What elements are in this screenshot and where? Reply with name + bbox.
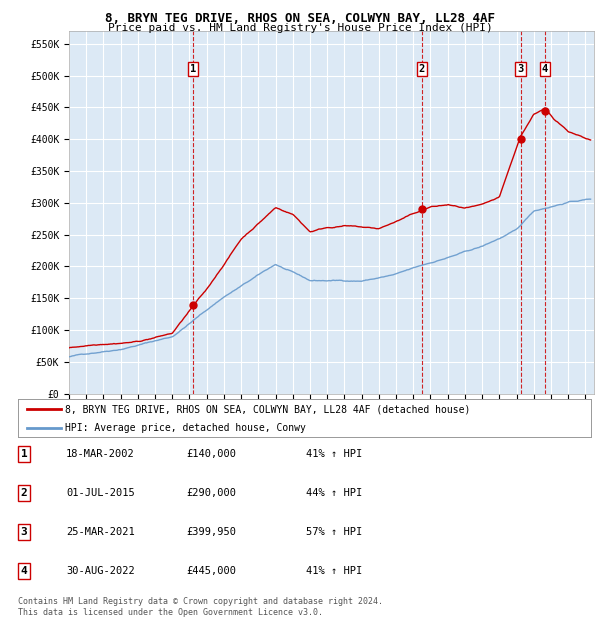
Text: 4: 4 [542, 64, 548, 74]
Text: 57% ↑ HPI: 57% ↑ HPI [306, 527, 362, 537]
Text: £140,000: £140,000 [186, 449, 236, 459]
Text: 2: 2 [419, 64, 425, 74]
Text: 41% ↑ HPI: 41% ↑ HPI [306, 566, 362, 576]
Text: 01-JUL-2015: 01-JUL-2015 [66, 488, 135, 498]
Text: 4: 4 [20, 566, 28, 576]
Text: HPI: Average price, detached house, Conwy: HPI: Average price, detached house, Conw… [65, 423, 306, 433]
Text: 8, BRYN TEG DRIVE, RHOS ON SEA, COLWYN BAY, LL28 4AF (detached house): 8, BRYN TEG DRIVE, RHOS ON SEA, COLWYN B… [65, 404, 470, 414]
Text: 44% ↑ HPI: 44% ↑ HPI [306, 488, 362, 498]
Text: 2: 2 [20, 488, 28, 498]
Text: £445,000: £445,000 [186, 566, 236, 576]
Text: 3: 3 [517, 64, 524, 74]
Text: 8, BRYN TEG DRIVE, RHOS ON SEA, COLWYN BAY, LL28 4AF: 8, BRYN TEG DRIVE, RHOS ON SEA, COLWYN B… [105, 12, 495, 25]
Text: £290,000: £290,000 [186, 488, 236, 498]
Text: 1: 1 [20, 449, 28, 459]
Text: Price paid vs. HM Land Registry's House Price Index (HPI): Price paid vs. HM Land Registry's House … [107, 23, 493, 33]
Text: 18-MAR-2002: 18-MAR-2002 [66, 449, 135, 459]
Text: 25-MAR-2021: 25-MAR-2021 [66, 527, 135, 537]
Text: 3: 3 [20, 527, 28, 537]
Text: 41% ↑ HPI: 41% ↑ HPI [306, 449, 362, 459]
Text: 1: 1 [190, 64, 196, 74]
Text: £399,950: £399,950 [186, 527, 236, 537]
Text: 30-AUG-2022: 30-AUG-2022 [66, 566, 135, 576]
Text: Contains HM Land Registry data © Crown copyright and database right 2024.
This d: Contains HM Land Registry data © Crown c… [18, 598, 383, 617]
